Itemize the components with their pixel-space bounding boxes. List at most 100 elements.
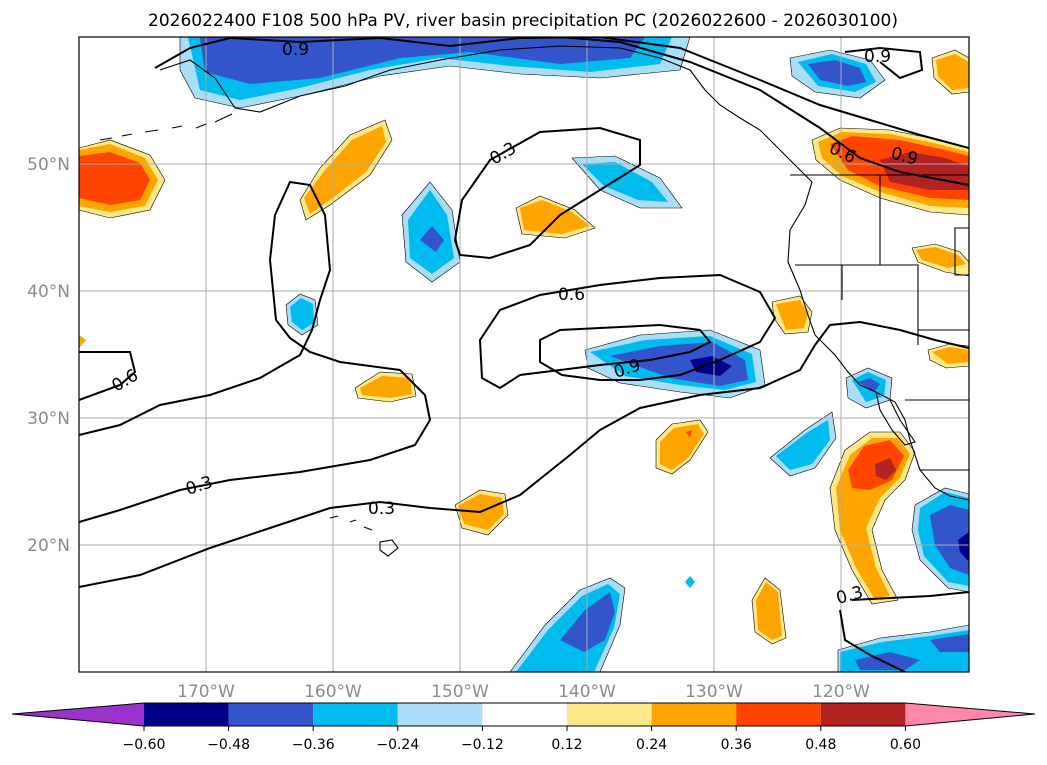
shade-nx <box>958 532 969 562</box>
cb-label-6: 0.24 <box>636 737 667 753</box>
shade-pm <box>360 376 412 398</box>
clab-1: 0.9 <box>864 47 891 67</box>
shade-nx <box>690 356 732 376</box>
neg-region-se <box>837 624 969 672</box>
shade-pm <box>660 424 704 470</box>
lat-labels: 50°N 40°N 30°N 20°N <box>27 155 70 556</box>
lon-label-130w: 130°W <box>685 682 743 702</box>
clab-0: 0.9 <box>282 40 309 60</box>
colorbar-seg-4 <box>397 703 483 726</box>
shade-ns <box>930 634 969 652</box>
neg-region-mexico <box>911 487 969 593</box>
lat-label-50: 50°N <box>27 155 70 175</box>
shade-ns <box>420 226 444 252</box>
cb-label-7: 0.36 <box>721 737 752 753</box>
shade-pm <box>776 300 808 330</box>
shade-ps <box>686 430 692 438</box>
colorbar-seg-10 <box>905 703 1035 726</box>
map-title: 2026022400 F108 500 hPa PV, river basin … <box>148 11 898 31</box>
neg-region-baja <box>845 367 893 409</box>
pos-region-central-n <box>515 195 596 239</box>
shade-ns <box>808 60 866 86</box>
colorbar-seg-1 <box>144 703 229 726</box>
lon-label-170w: 170°W <box>177 682 235 702</box>
us-states <box>795 215 969 345</box>
shade-nm <box>776 420 830 470</box>
pos-region-nw-streak <box>299 119 393 221</box>
cb-label-3: −0.24 <box>376 737 419 753</box>
shade-nm <box>290 298 314 330</box>
clab-9: 0.3 <box>368 499 395 519</box>
canada-inner <box>790 174 969 276</box>
clab-5: 0.6 <box>558 285 585 305</box>
lat-label-20: 20°N <box>27 536 70 556</box>
shade-ns <box>858 378 880 392</box>
shade-pm <box>936 54 969 90</box>
mexico-inner <box>905 399 969 471</box>
contour-0.6-east <box>559 37 969 186</box>
shade-pm <box>304 126 386 214</box>
lon-label-140w: 140°W <box>558 682 616 702</box>
contour-0.3-north-loop <box>453 126 641 260</box>
baja <box>875 391 916 446</box>
colorbar-seg-9 <box>820 703 906 726</box>
cb-label-8: 0.48 <box>805 737 836 753</box>
alaska-coast <box>159 45 813 183</box>
colorbar-seg-0 <box>12 703 144 726</box>
coastlines <box>99 45 969 557</box>
colorbar-seg-8 <box>736 703 821 726</box>
neg-region-ne <box>789 49 886 99</box>
map-frame <box>78 36 970 673</box>
colorbar: −0.60 −0.48 −0.36 −0.24 −0.12 0.12 0.24 … <box>11 702 1036 753</box>
shade-nm <box>685 576 695 588</box>
colorbar-seg-7 <box>651 703 737 726</box>
cb-label-9: 0.60 <box>890 737 921 753</box>
shade-pm <box>756 582 782 640</box>
pos-region-central-s <box>655 419 709 475</box>
contour-0.6-center <box>478 273 777 390</box>
shade-pm <box>520 200 590 234</box>
contour-0.3-south <box>839 591 969 672</box>
neg-region-sw <box>769 411 837 477</box>
colorbar-labels: −0.60 −0.48 −0.36 −0.24 −0.12 0.12 0.24 … <box>123 737 921 753</box>
map-content: 0.9 0.9 0.6 0.9 0.3 0.6 0.9 0.6 0.3 0.3 … <box>79 37 969 672</box>
shade-ps <box>79 152 150 205</box>
neg-region-south <box>509 576 695 672</box>
contour-0.3-middle <box>79 320 969 588</box>
shade-pm <box>79 335 86 348</box>
colorbar-seg-6 <box>567 703 652 726</box>
cb-label-1: −0.48 <box>207 737 250 753</box>
contour-0.3-west-loop <box>79 180 432 523</box>
shade-pm <box>916 247 966 268</box>
pos-region-small-sw <box>354 371 417 403</box>
neg-region-small-w <box>401 181 461 283</box>
shade-ns <box>930 505 969 575</box>
pos-region-west <box>79 139 166 348</box>
colorbar-seg-2 <box>228 703 314 726</box>
lat-label-40: 40°N <box>27 282 70 302</box>
pv-contours <box>79 37 969 672</box>
lon-label-120w: 120°W <box>812 682 870 702</box>
cb-label-0: −0.60 <box>123 737 166 753</box>
cb-label-4: −0.12 <box>461 737 504 753</box>
shade-px <box>875 458 896 480</box>
shade-pm <box>932 347 969 364</box>
west-coast <box>787 181 969 501</box>
neg-region-tiny-w <box>285 293 319 336</box>
shade-ns <box>200 37 645 84</box>
lon-label-160w: 160°W <box>304 682 362 702</box>
lon-label-150w: 150°W <box>431 682 489 702</box>
colorbar-seg-3 <box>313 703 398 726</box>
pos-region-mexico-coast <box>829 431 916 605</box>
pos-region-south-strip <box>751 577 787 645</box>
neg-region-alaska <box>179 37 691 109</box>
contour-0.9-ne <box>844 46 924 80</box>
cb-label-5: 0.12 <box>551 737 582 753</box>
lon-labels: 170°W 160°W 150°W 140°W 130°W 120°W <box>177 682 870 702</box>
pos-region-calif <box>771 295 813 335</box>
colorbar-ticks <box>143 726 906 731</box>
aleutians <box>99 113 233 141</box>
lat-label-30: 30°N <box>27 409 70 429</box>
colorbar-seg-5 <box>482 703 567 726</box>
